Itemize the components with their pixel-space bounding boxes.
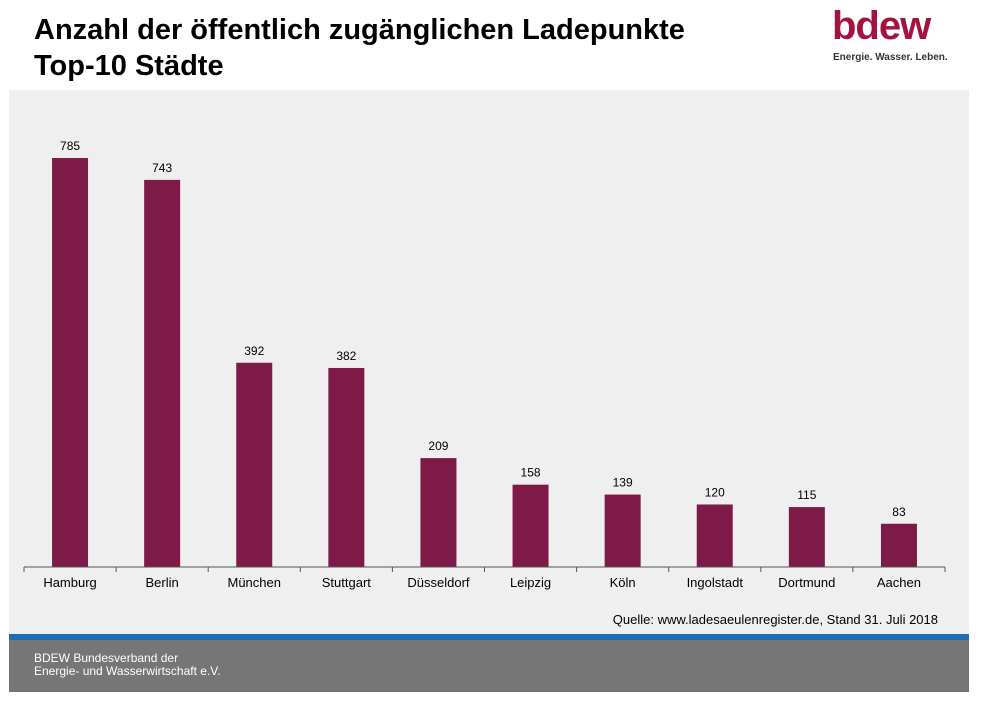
- bar: [788, 507, 825, 567]
- data-label: 158: [521, 466, 541, 480]
- x-tick-label: Hamburg: [43, 575, 96, 590]
- data-label: 115: [797, 488, 816, 502]
- x-tick-label: Dortmund: [778, 575, 835, 590]
- bar: [604, 494, 641, 567]
- x-tick-label: Ingolstadt: [687, 575, 744, 590]
- x-tick-label: Leipzig: [510, 575, 551, 590]
- bdew-logo: bdew Energie. Wasser. Leben.: [832, 4, 950, 66]
- data-label: 392: [244, 344, 264, 358]
- bar: [144, 179, 181, 567]
- bar: [512, 484, 549, 567]
- x-tick-label: Aachen: [877, 575, 921, 590]
- bar: [420, 458, 457, 567]
- bar: [880, 523, 917, 567]
- logo-wordmark: bdew: [832, 4, 931, 48]
- x-tick-label: Berlin: [146, 575, 179, 590]
- footer-organization: BDEW Bundesverband der Energie- und Wass…: [34, 652, 221, 678]
- chart-title-line-1: Anzahl der öffentlich zugänglichen Ladep…: [34, 14, 685, 46]
- x-tick-label: Köln: [610, 575, 636, 590]
- footer-band: BDEW Bundesverband der Energie- und Wass…: [9, 640, 969, 692]
- x-tick-label: Düsseldorf: [407, 575, 470, 590]
- data-label: 209: [428, 439, 448, 453]
- x-tick-label: München: [228, 575, 281, 590]
- data-label: 120: [705, 485, 725, 499]
- data-label: 139: [613, 476, 633, 490]
- bar: [328, 367, 365, 567]
- source-note: Quelle: www.ladesaeulenregister.de, Stan…: [612, 612, 938, 627]
- footer-line-2: Energie- und Wasserwirtschaft e.V.: [34, 664, 221, 678]
- x-tick-label: Stuttgart: [322, 575, 372, 590]
- logo-tagline: Energie. Wasser. Leben.: [833, 52, 948, 63]
- data-label: 785: [60, 139, 80, 153]
- data-label: 83: [892, 505, 906, 519]
- data-label: 382: [336, 349, 356, 363]
- chart-title-line-2: Top-10 Städte: [34, 50, 224, 82]
- footer-line-1: BDEW Bundesverband der: [34, 651, 179, 665]
- chart-title: Anzahl der öffentlich zugänglichen Ladep…: [34, 12, 685, 84]
- bar: [236, 362, 273, 567]
- bar-chart: 785 Hamburg 743 Berlin 392 München 382 Stuttgar…: [23, 139, 946, 590]
- footer-accent-line: [9, 634, 969, 640]
- chart-panel: 785 Hamburg 743 Berlin 392 München 382 Stuttgar…: [9, 90, 969, 635]
- data-label: 743: [152, 161, 172, 175]
- bar: [52, 158, 89, 567]
- bar: [696, 504, 733, 567]
